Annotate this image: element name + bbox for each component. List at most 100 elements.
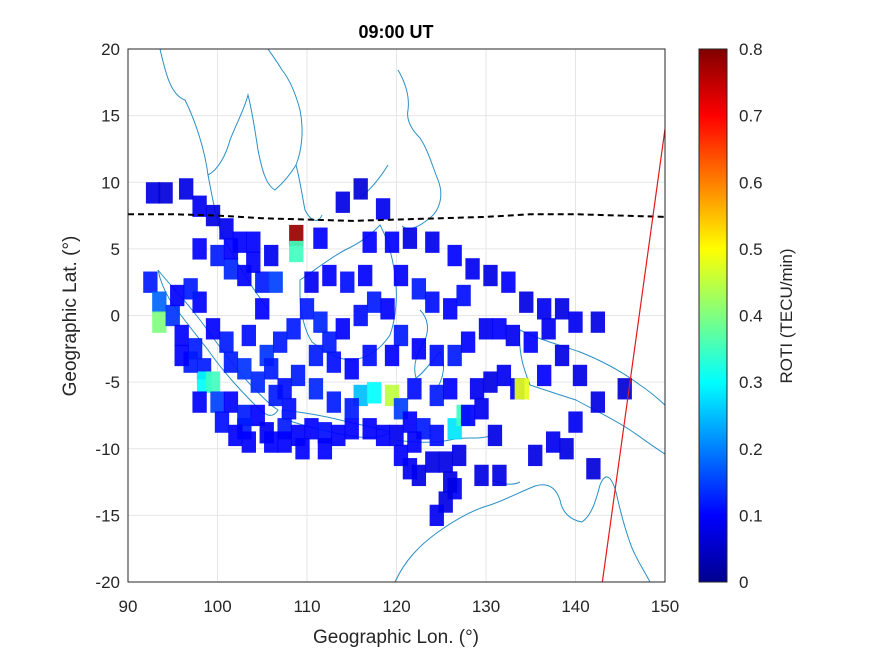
roti-cell [289,240,304,263]
x-tick-label: 140 [561,597,589,616]
roti-cell [362,418,377,440]
roti-cell [317,438,333,460]
roti-cell [402,227,418,249]
roti-cell [375,198,391,220]
roti-cell [210,244,225,267]
roti-cell [277,431,292,453]
roti-cell [223,351,239,373]
roti-cell [456,284,471,307]
roti-cell [277,378,292,400]
y-tick-label: -20 [95,573,120,592]
roti-cell [308,378,324,400]
roti-cell [143,271,158,293]
roti-cell [429,504,444,527]
roti-cell [344,398,359,420]
colorbar-tick-labels: 0 0.1 0.2 0.3 0.4 0.5 0.6 0.7 0.8 [739,40,763,592]
roti-cell [192,238,207,260]
y-tick-label: -10 [95,440,120,459]
roti-cell [389,424,404,447]
roti-cell [443,471,458,493]
roti-cell [478,318,494,340]
roti-cell [219,331,234,353]
roti-cell [590,391,606,413]
roti-cell [268,271,283,293]
roti-cell [264,431,279,453]
roti-cell [158,182,173,204]
colorbar-tick-label: 0.6 [739,173,763,192]
roti-cell [344,358,359,380]
roti-cell [219,218,234,240]
roti-cell [326,391,342,413]
roti-cell [152,291,167,313]
roti-cell [474,398,489,420]
x-tick-label: 90 [119,597,138,616]
x-tick-label: 110 [293,597,320,616]
colorbar-tick-label: 0.8 [739,40,763,59]
roti-cell [237,358,252,380]
roti-cell [537,364,552,387]
roti-cell [393,264,409,287]
roti-cell [250,404,265,427]
roti-cell [205,371,221,393]
colorbar-label: ROTI (TECU/min) [777,248,796,383]
roti-cell [362,231,377,253]
roti-cell [528,444,543,467]
coastlines [157,49,665,582]
roti-cell [496,364,512,387]
reference-line [601,128,665,582]
roti-cell [183,278,198,300]
roti-cell [214,411,230,433]
roti-cell [362,344,377,367]
roti-cell [541,318,556,340]
roti-cell [192,195,207,217]
y-tick-label: 10 [101,173,120,192]
roti-cell [255,271,270,293]
y-axis-label: Geographic Lat. (°) [60,236,81,397]
roti-cell [366,291,382,313]
roti-cell [205,318,221,340]
colorbar-tick-label: 0.7 [739,107,763,126]
roti-cell [375,424,391,447]
roti-cell [353,178,368,200]
roti-cell [353,304,368,327]
roti-cell [568,311,583,333]
roti-cell [223,258,239,280]
y-tick-label: -15 [95,506,120,525]
roti-cell [308,344,324,367]
roti-cell [554,344,570,367]
x-tick-label: 150 [651,597,679,616]
roti-cell [145,182,161,204]
roti-cell [246,251,261,273]
roti-cell [192,391,207,413]
roti-cell [469,378,485,400]
roti-cell [326,351,342,373]
roti-cell [460,404,476,427]
y-tick-label: 5 [111,240,120,259]
colorbar-tick-label: 0.3 [739,373,763,392]
roti-cell [429,344,444,367]
roti-cell [264,244,279,267]
roti-cell [519,291,534,313]
roti-cell [358,264,373,287]
roti-cell [241,431,256,453]
roti-cell [483,264,498,287]
roti-cell [304,418,319,440]
roti-cell [501,271,516,293]
roti-cell [393,324,409,347]
roti-cell [443,378,458,400]
roti-cell [407,431,422,453]
roti-cell [483,371,498,393]
roti-cell [281,398,297,420]
roti-cell [537,298,552,320]
roti-cells [143,178,632,527]
roti-cell [174,344,189,367]
roti-cell [586,458,601,480]
roti-cell [344,418,359,440]
chart-title: 09:00 UT [358,22,433,42]
roti-cell [322,331,337,353]
y-tick-label: 15 [101,107,120,126]
roti-cell [313,227,328,249]
colorbar-tick-label: 0 [739,573,748,592]
roti-cell [152,311,167,333]
roti-cell [429,384,444,407]
